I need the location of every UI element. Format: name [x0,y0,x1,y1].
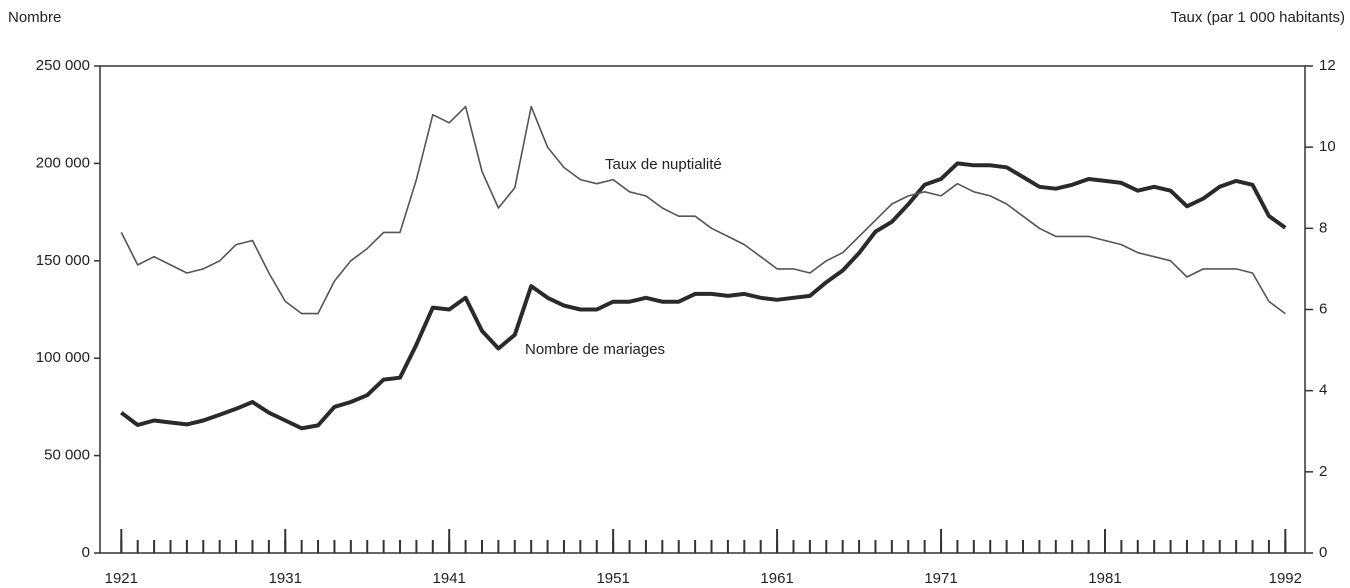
x-tick-label: 1931 [269,570,302,587]
y-tick-label: 50 000 [44,447,90,464]
y2-tick-label: 12 [1319,57,1336,74]
y-tick-label: 150 000 [36,252,90,269]
series-label: Nombre de mariages [525,341,665,358]
series-line [120,105,1286,315]
x-tick-label: 1961 [760,570,793,587]
y-tick-label: 0 [82,544,90,561]
y-tick-label: 200 000 [36,154,90,171]
y-tick-label: 250 000 [36,57,90,74]
y2-tick-label: 10 [1319,138,1336,155]
x-tick-label: 1951 [596,570,629,587]
y-axis-label: Nombre [8,9,61,26]
x-tick-label: 1921 [105,570,138,587]
y2-tick-label: 2 [1319,463,1327,480]
y2-tick-label: 8 [1319,219,1327,236]
series-label: Taux de nuptialité [605,156,722,173]
series-line [120,161,1287,431]
y-tick-label: 100 000 [36,349,90,366]
x-tick-label: 1941 [433,570,466,587]
y2-tick-label: 0 [1319,544,1327,561]
x-tick-label: 1971 [924,570,957,587]
y2-axis-label: Taux (par 1 000 habitants) [1171,9,1345,26]
y2-tick-label: 4 [1319,382,1327,399]
x-tick-label: 1992 [1269,570,1302,587]
y2-tick-label: 6 [1319,300,1327,317]
plot-frame [99,65,1306,554]
x-tick-label: 1981 [1088,570,1121,587]
